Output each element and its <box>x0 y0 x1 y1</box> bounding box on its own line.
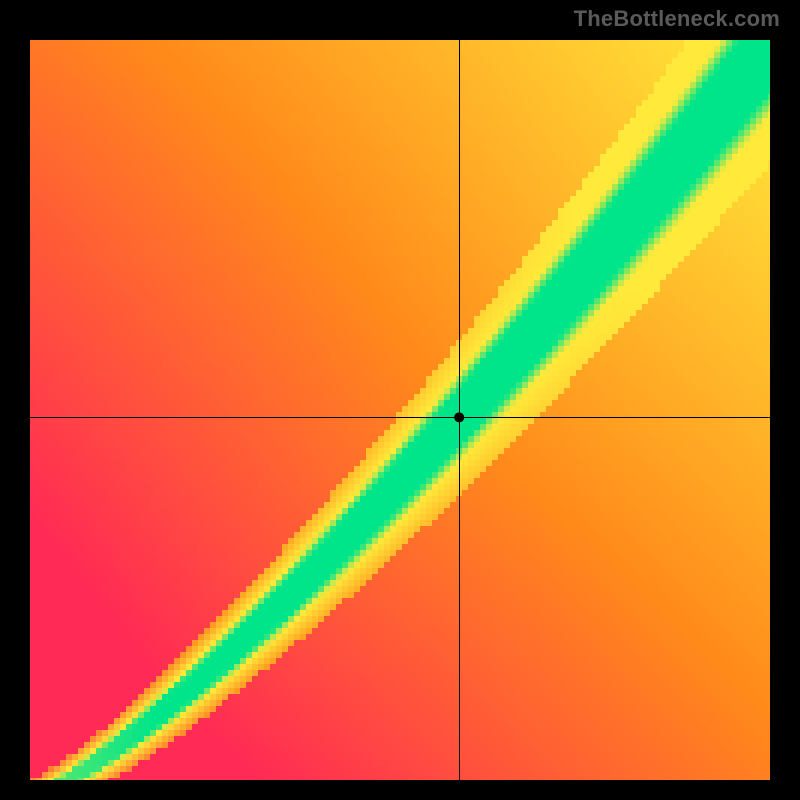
watermark-text: TheBottleneck.com <box>574 6 780 32</box>
heatmap-canvas <box>30 40 770 780</box>
heatmap-plot-area <box>30 40 770 780</box>
crosshair-horizontal <box>30 417 770 418</box>
crosshair-vertical <box>459 40 460 780</box>
